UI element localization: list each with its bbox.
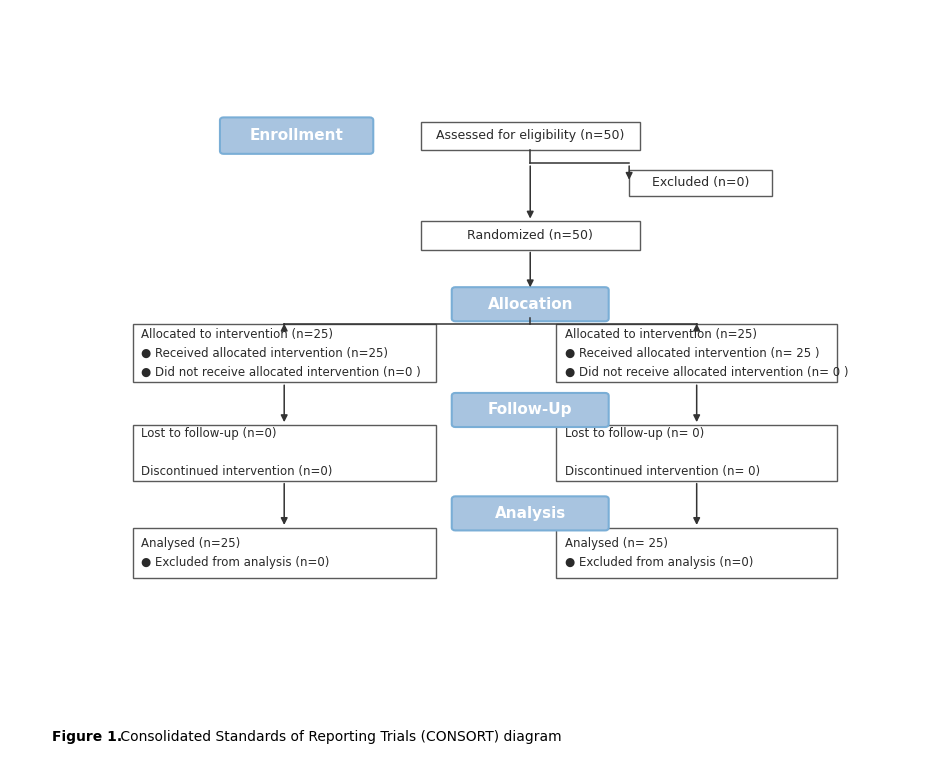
FancyBboxPatch shape xyxy=(452,287,609,321)
FancyBboxPatch shape xyxy=(556,425,837,481)
FancyBboxPatch shape xyxy=(629,169,771,195)
Text: Figure 1.: Figure 1. xyxy=(52,730,122,744)
Text: Analysed (n=25)
● Excluded from analysis (n=0): Analysed (n=25) ● Excluded from analysis… xyxy=(141,536,330,568)
Text: Allocated to intervention (n=25)
● Received allocated intervention (n= 25 )
● Di: Allocated to intervention (n=25) ● Recei… xyxy=(565,327,849,378)
Text: Consolidated Standards of Reporting Trials (CONSORT) diagram: Consolidated Standards of Reporting Tria… xyxy=(116,730,561,744)
Text: Randomized (n=50): Randomized (n=50) xyxy=(467,229,593,242)
Text: Lost to follow-up (n=0)

Discontinued intervention (n=0): Lost to follow-up (n=0) Discontinued int… xyxy=(141,427,333,478)
Text: Allocated to intervention (n=25)
● Received allocated intervention (n=25)
● Did : Allocated to intervention (n=25) ● Recei… xyxy=(141,327,421,378)
FancyBboxPatch shape xyxy=(452,497,609,530)
FancyBboxPatch shape xyxy=(556,324,837,382)
Text: Excluded (n=0): Excluded (n=0) xyxy=(652,176,749,189)
Text: Lost to follow-up (n= 0)

Discontinued intervention (n= 0): Lost to follow-up (n= 0) Discontinued in… xyxy=(565,427,760,478)
FancyBboxPatch shape xyxy=(219,118,373,154)
Text: Enrollment: Enrollment xyxy=(250,128,344,143)
Text: Follow-Up: Follow-Up xyxy=(488,403,573,417)
Text: Allocation: Allocation xyxy=(487,297,573,312)
FancyBboxPatch shape xyxy=(556,528,837,578)
FancyBboxPatch shape xyxy=(421,121,640,150)
FancyBboxPatch shape xyxy=(133,425,436,481)
FancyBboxPatch shape xyxy=(452,393,609,427)
FancyBboxPatch shape xyxy=(133,528,436,578)
Text: Analysed (n= 25)
● Excluded from analysis (n=0): Analysed (n= 25) ● Excluded from analysi… xyxy=(565,536,754,568)
Text: Assessed for eligibility (n=50): Assessed for eligibility (n=50) xyxy=(436,129,625,142)
FancyBboxPatch shape xyxy=(421,221,640,250)
Text: Analysis: Analysis xyxy=(495,506,566,521)
FancyBboxPatch shape xyxy=(133,324,436,382)
